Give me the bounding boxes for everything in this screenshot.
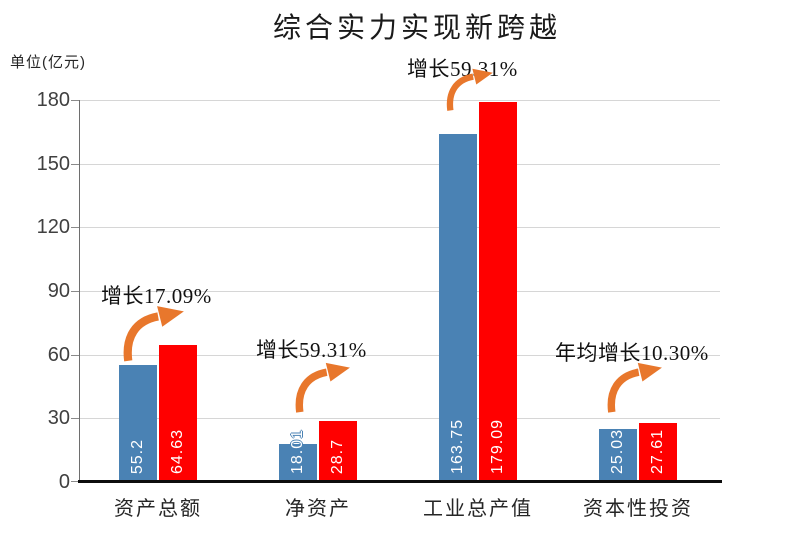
bar-value-label: 64.63	[169, 428, 186, 474]
bar-net-assets-blue: 18.01	[279, 429, 317, 482]
y-axis-tick	[71, 227, 79, 228]
growth-annotation: 年均增长10.30%	[555, 341, 709, 365]
bar-value-label: 163.75	[449, 419, 466, 474]
y-axis-label: 150	[36, 153, 70, 175]
plot-area: 55.2 64.63 18.01 28.7 163.75 179.09 25.0…	[0, 100, 800, 483]
chart-title: 综合实力实现新跨越	[272, 12, 561, 43]
y-axis-label: 90	[47, 280, 70, 302]
y-axis-tick	[71, 418, 79, 419]
x-axis-label: 资产总额	[114, 498, 202, 520]
bar-value-label: 28.7	[329, 438, 346, 474]
y-axis-tick	[71, 355, 79, 356]
gridline	[80, 227, 720, 228]
x-axis-label: 资本性投资	[583, 498, 693, 520]
growth-annotation: 增长17.09%	[101, 284, 212, 308]
bar-value-label: 27.61	[649, 428, 666, 474]
y-axis-tick	[71, 164, 79, 165]
gridline	[80, 355, 720, 356]
growth-arrow-icon	[290, 362, 356, 414]
y-axis-label: 0	[58, 471, 70, 493]
bar-industrial-output-red: 179.09	[479, 102, 517, 482]
bar-industrial-output-blue: 163.75	[439, 134, 477, 482]
x-axis-label: 工业总产值	[423, 498, 533, 520]
bar-value-label: 179.09	[489, 419, 506, 474]
y-axis-tick	[71, 481, 79, 482]
bar-value-label: 55.2	[129, 438, 146, 474]
y-axis-label: 180	[36, 89, 70, 111]
y-axis-unit-label: 单位(亿元)	[10, 54, 86, 71]
gridline	[80, 291, 720, 292]
x-axis-line	[78, 480, 722, 483]
bar-value-label: 18.01	[289, 428, 306, 474]
bar-capital-investment-blue: 25.03	[599, 429, 637, 482]
growth-arrow-icon	[602, 362, 668, 414]
y-axis-label: 60	[47, 344, 70, 366]
y-axis-line	[79, 100, 80, 482]
gridline	[80, 418, 720, 419]
bar-value-label: 25.03	[609, 428, 626, 474]
bar-capital-investment-red: 27.61	[639, 423, 677, 482]
gridline	[80, 100, 720, 101]
y-axis-tick	[71, 291, 79, 292]
y-axis-label: 30	[47, 407, 70, 429]
y-axis-label: 120	[36, 216, 70, 238]
y-axis-tick	[71, 100, 79, 101]
gridline	[80, 164, 720, 165]
bar-assets-total-red: 64.63	[159, 345, 197, 482]
growth-annotation: 增长59.31%	[256, 338, 367, 362]
bar-assets-total-blue: 55.2	[119, 365, 157, 482]
growth-arrow-icon	[438, 68, 502, 112]
growth-arrow-icon	[120, 303, 188, 365]
bar-net-assets-red: 28.7	[319, 421, 357, 482]
x-axis-label: 净资产	[285, 498, 351, 520]
